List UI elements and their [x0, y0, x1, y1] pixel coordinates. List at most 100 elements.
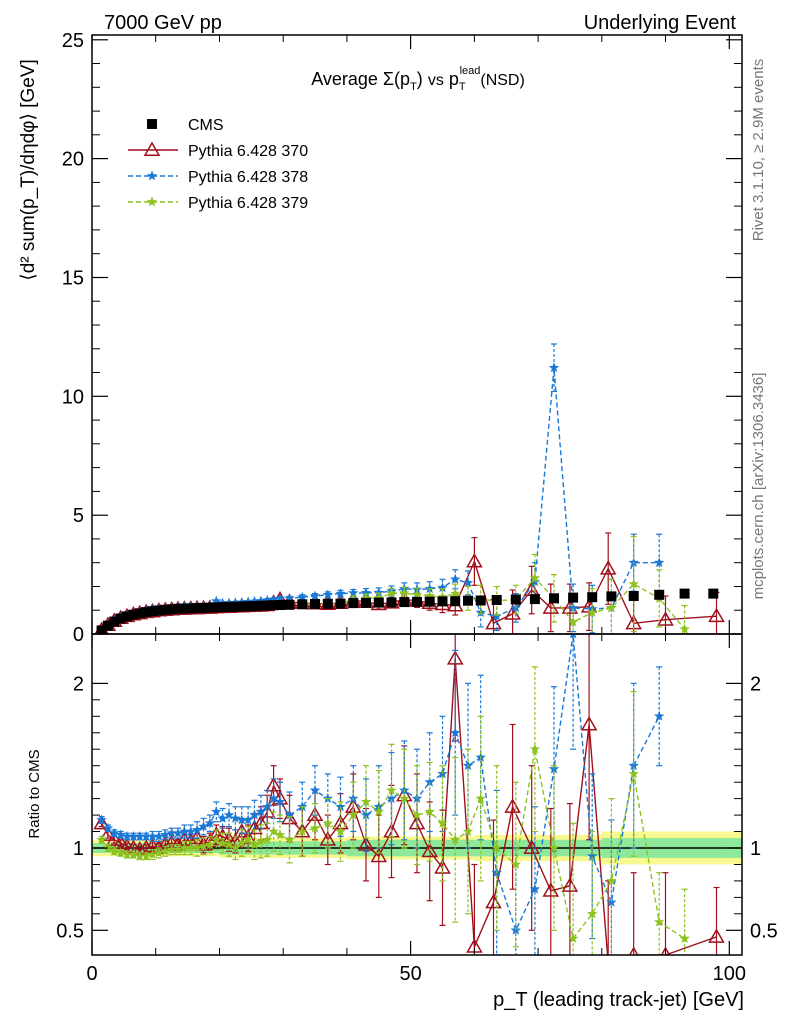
legend-label: Pythia 6.428 379: [188, 195, 308, 212]
main-data-point: [548, 362, 560, 373]
ratio-data-point: [360, 796, 372, 807]
main-data-point: [587, 607, 598, 618]
main-data-point: [348, 587, 359, 598]
ratio-data-point: [249, 839, 260, 850]
main-series-2: [96, 535, 690, 634]
ratio-data-point: [491, 842, 502, 853]
main-data-point: [568, 592, 579, 603]
ratio-data-point: [147, 849, 158, 859]
ratio-data-point: [121, 849, 133, 859]
main-data-point: [606, 591, 617, 602]
ratio-data-point: [147, 831, 158, 841]
main-data-point: [297, 599, 308, 610]
main-data-point: [567, 602, 579, 613]
main-data-point: [567, 616, 579, 627]
ratio-data-point: [246, 819, 263, 835]
main-data-point: [462, 577, 474, 588]
main-data-point: [373, 587, 384, 598]
main-y-tick-label: 15: [62, 268, 84, 290]
ratio-data-point: [134, 850, 145, 861]
ratio-data-point: [134, 831, 145, 841]
legend-marker: [147, 119, 157, 129]
main-data-point: [386, 597, 397, 608]
x-tick-label: 100: [713, 963, 746, 985]
ratio-data-point: [128, 831, 139, 841]
ratio-y-tick-label: 1: [73, 838, 84, 860]
ratio-data-point: [96, 814, 107, 825]
ratio-data-point: [542, 882, 560, 897]
main-data-point: [128, 609, 139, 620]
ratio-data-point: [191, 824, 203, 835]
ratio-data-point: [446, 650, 464, 665]
ratio-data-point: [109, 845, 120, 856]
ratio-data-point: [236, 837, 247, 848]
ratio-data-point: [99, 826, 117, 841]
ratio-data-point: [421, 842, 438, 858]
ratio-y-tick-label: 0.5: [56, 920, 84, 942]
main-data-point: [360, 587, 372, 598]
ratio-data-point: [608, 954, 609, 955]
main-data-point: [657, 611, 674, 626]
main-data-point: [236, 601, 247, 612]
main-data-point: [450, 596, 461, 607]
main-data-point: [466, 552, 483, 568]
ratio-series-0: [93, 634, 725, 955]
ratio-data-point: [166, 827, 177, 838]
ratio-y-tick-label-right: 1: [750, 838, 761, 860]
ratio-data-point: [373, 806, 384, 817]
main-series-3: [96, 588, 719, 634]
legend-marker: [146, 170, 158, 181]
main-data-point: [310, 599, 320, 609]
main-data-point: [360, 592, 372, 603]
ratio-data-point: [567, 933, 579, 943]
ratio-data-point: [211, 834, 222, 845]
main-data-point: [708, 588, 719, 599]
main-data-point: [262, 594, 273, 605]
ratio-data-point: [102, 822, 114, 833]
header-left-label: 7000 GeV pp: [104, 12, 222, 34]
main-y-tick-label: 10: [62, 386, 84, 408]
ratio-data-point: [115, 829, 126, 840]
main-y-tick-label: 0: [73, 624, 84, 646]
ratio-data-point: [628, 946, 639, 955]
main-data-point: [399, 597, 410, 608]
ratio-data-point: [274, 796, 286, 807]
ratio-data-point: [580, 715, 598, 731]
ratio-data-point: [297, 826, 308, 836]
ratio-data-point: [268, 793, 279, 804]
ratio-data-point: [242, 814, 254, 825]
ratio-data-point: [348, 809, 359, 820]
ratio-data-point: [462, 826, 474, 836]
ratio-data-point: [179, 826, 190, 836]
ratio-data-point: [548, 842, 560, 853]
ratio-y-tick-label: 2: [73, 673, 84, 695]
ratio-data-point: [529, 883, 541, 894]
ratio-data-point: [204, 817, 216, 828]
ratio-data-point: [160, 845, 171, 856]
main-data-point: [679, 588, 690, 599]
main-data-point: [309, 590, 321, 601]
main-data-point: [284, 592, 295, 603]
ratio-data-point: [606, 896, 617, 907]
main-data-point: [102, 620, 113, 631]
ratio-data-point: [172, 844, 184, 855]
ratio-data-point: [475, 793, 486, 804]
ratio-data-point: [450, 834, 461, 845]
ratio-data-point: [268, 826, 279, 836]
ratio-data-point: [411, 809, 423, 820]
ratio-series-2: [96, 666, 690, 955]
ratio-data-point: [230, 842, 241, 853]
main-data-point: [373, 597, 384, 608]
main-y-tick-label: 5: [73, 505, 84, 527]
ratio-data-point: [230, 812, 241, 823]
ratio-data-point: [255, 806, 267, 817]
main-data-point: [491, 610, 502, 621]
main-data-point: [255, 600, 266, 611]
main-data-point: [599, 560, 617, 575]
main-data-point: [224, 601, 234, 612]
ratio-data-point: [386, 784, 397, 795]
ratio-data-point: [262, 801, 273, 812]
ratio-data-point: [153, 847, 165, 858]
main-data-point: [211, 595, 222, 606]
